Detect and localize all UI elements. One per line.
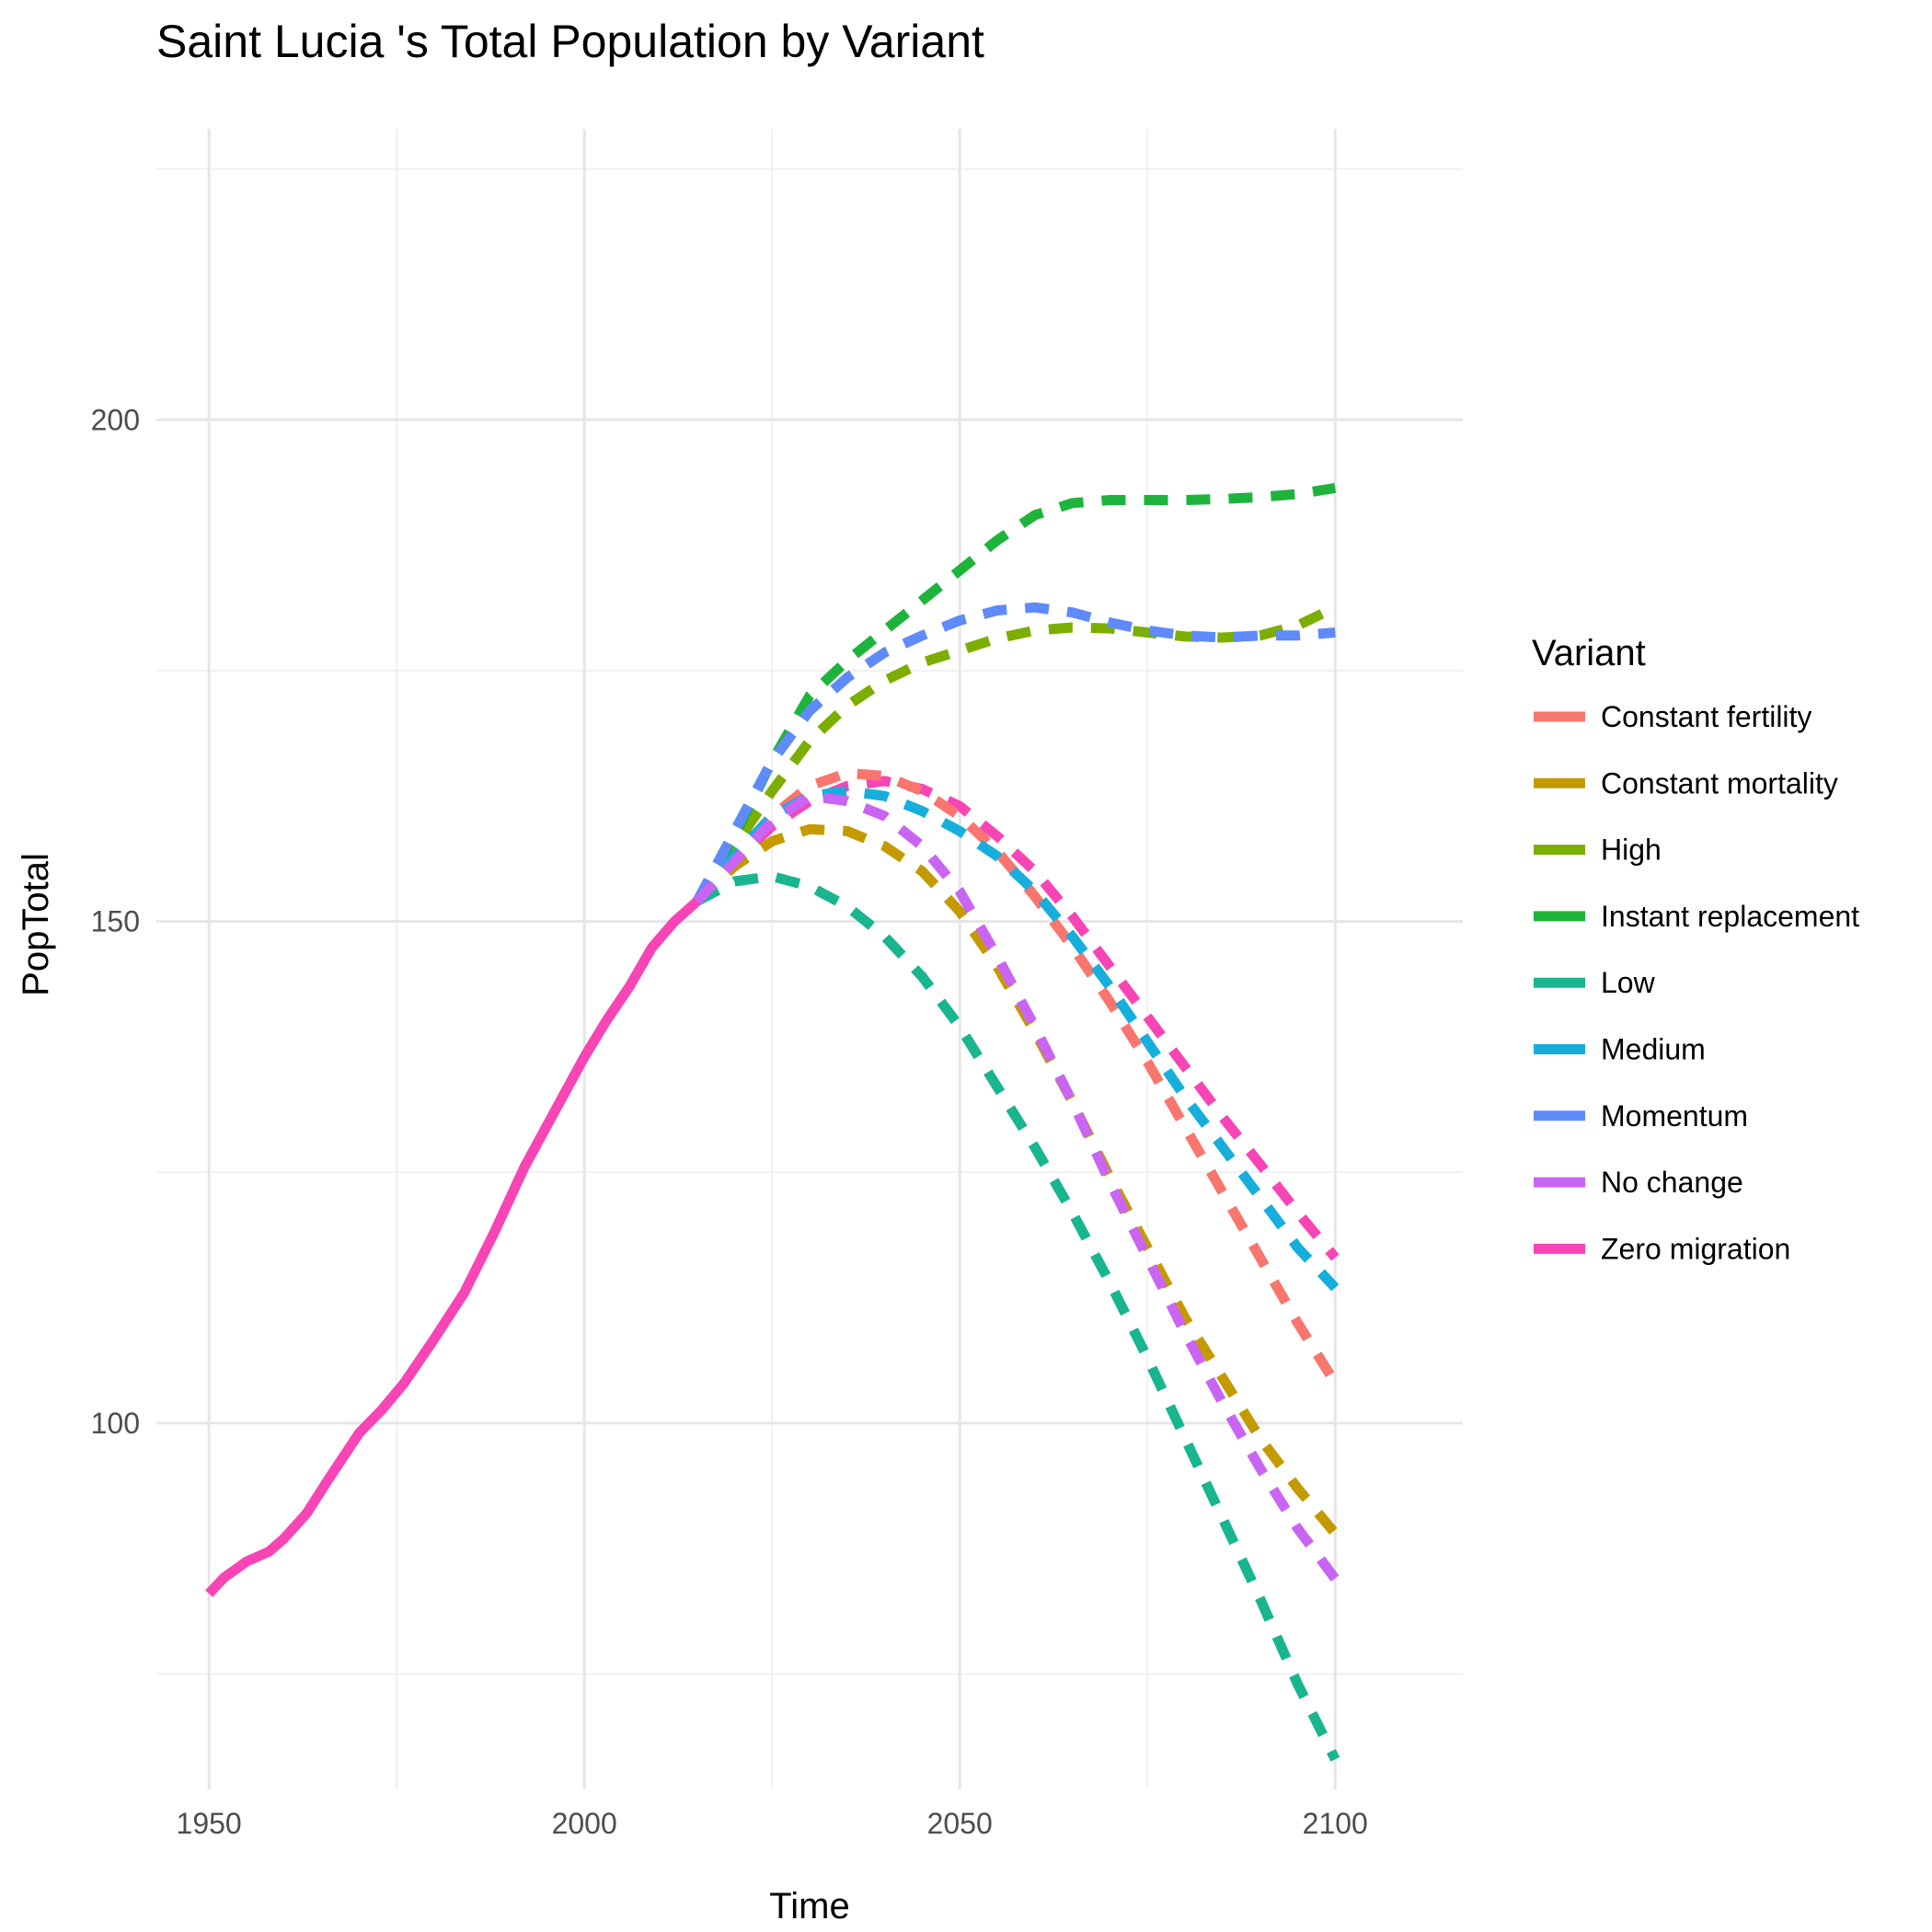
legend-label-no-change: No change [1601, 1166, 1743, 1199]
x-axis-title: Time [769, 1886, 849, 1926]
legend-label-constant-mortality: Constant mortality [1601, 766, 1838, 799]
legend: Variant Constant fertility Constant morta… [1532, 633, 1859, 1265]
x-tick-label: 2100 [1303, 1807, 1368, 1840]
legend-label-constant-fertility: Constant fertility [1601, 700, 1811, 733]
y-tick-label: 150 [91, 905, 140, 938]
series-line-instant-replacement [692, 482, 1337, 904]
x-tick-label: 2000 [552, 1807, 617, 1840]
legend-label-low: Low [1601, 966, 1656, 999]
y-tick-label: 100 [91, 1407, 140, 1440]
series-lines [205, 482, 1340, 1762]
legend-title: Variant [1532, 633, 1646, 673]
legend-label-momentum: Momentum [1601, 1099, 1748, 1133]
series-line-constant-fertility [693, 767, 1340, 1386]
y-tick-label: 200 [91, 403, 140, 436]
legend-label-medium: Medium [1601, 1033, 1706, 1066]
series-line-zero-migration [693, 776, 1340, 1261]
legend-items: Constant fertility Constant mortality High… [1534, 700, 1859, 1265]
grid-lines [156, 129, 1463, 1789]
y-axis-title: PopTotal [16, 853, 56, 996]
legend-label-zero-migration: Zero migration [1601, 1232, 1790, 1265]
x-tick-label: 2050 [927, 1807, 993, 1840]
series-line-zero-migration [205, 897, 701, 1598]
series-line-no-change [693, 790, 1340, 1582]
legend-label-high: High [1601, 834, 1662, 867]
chart-title: Saint Lucia 's Total Population by Varia… [156, 16, 984, 67]
x-tick-label: 1950 [177, 1807, 242, 1840]
series-line-constant-mortality [693, 823, 1340, 1537]
series-line-low [695, 871, 1340, 1762]
legend-label-instant-replacement: Instant replacement [1601, 900, 1859, 933]
axis-ticks: 1950 2000 2050 2100 100 150 200 [91, 403, 1368, 1840]
series-line-high [693, 603, 1338, 904]
